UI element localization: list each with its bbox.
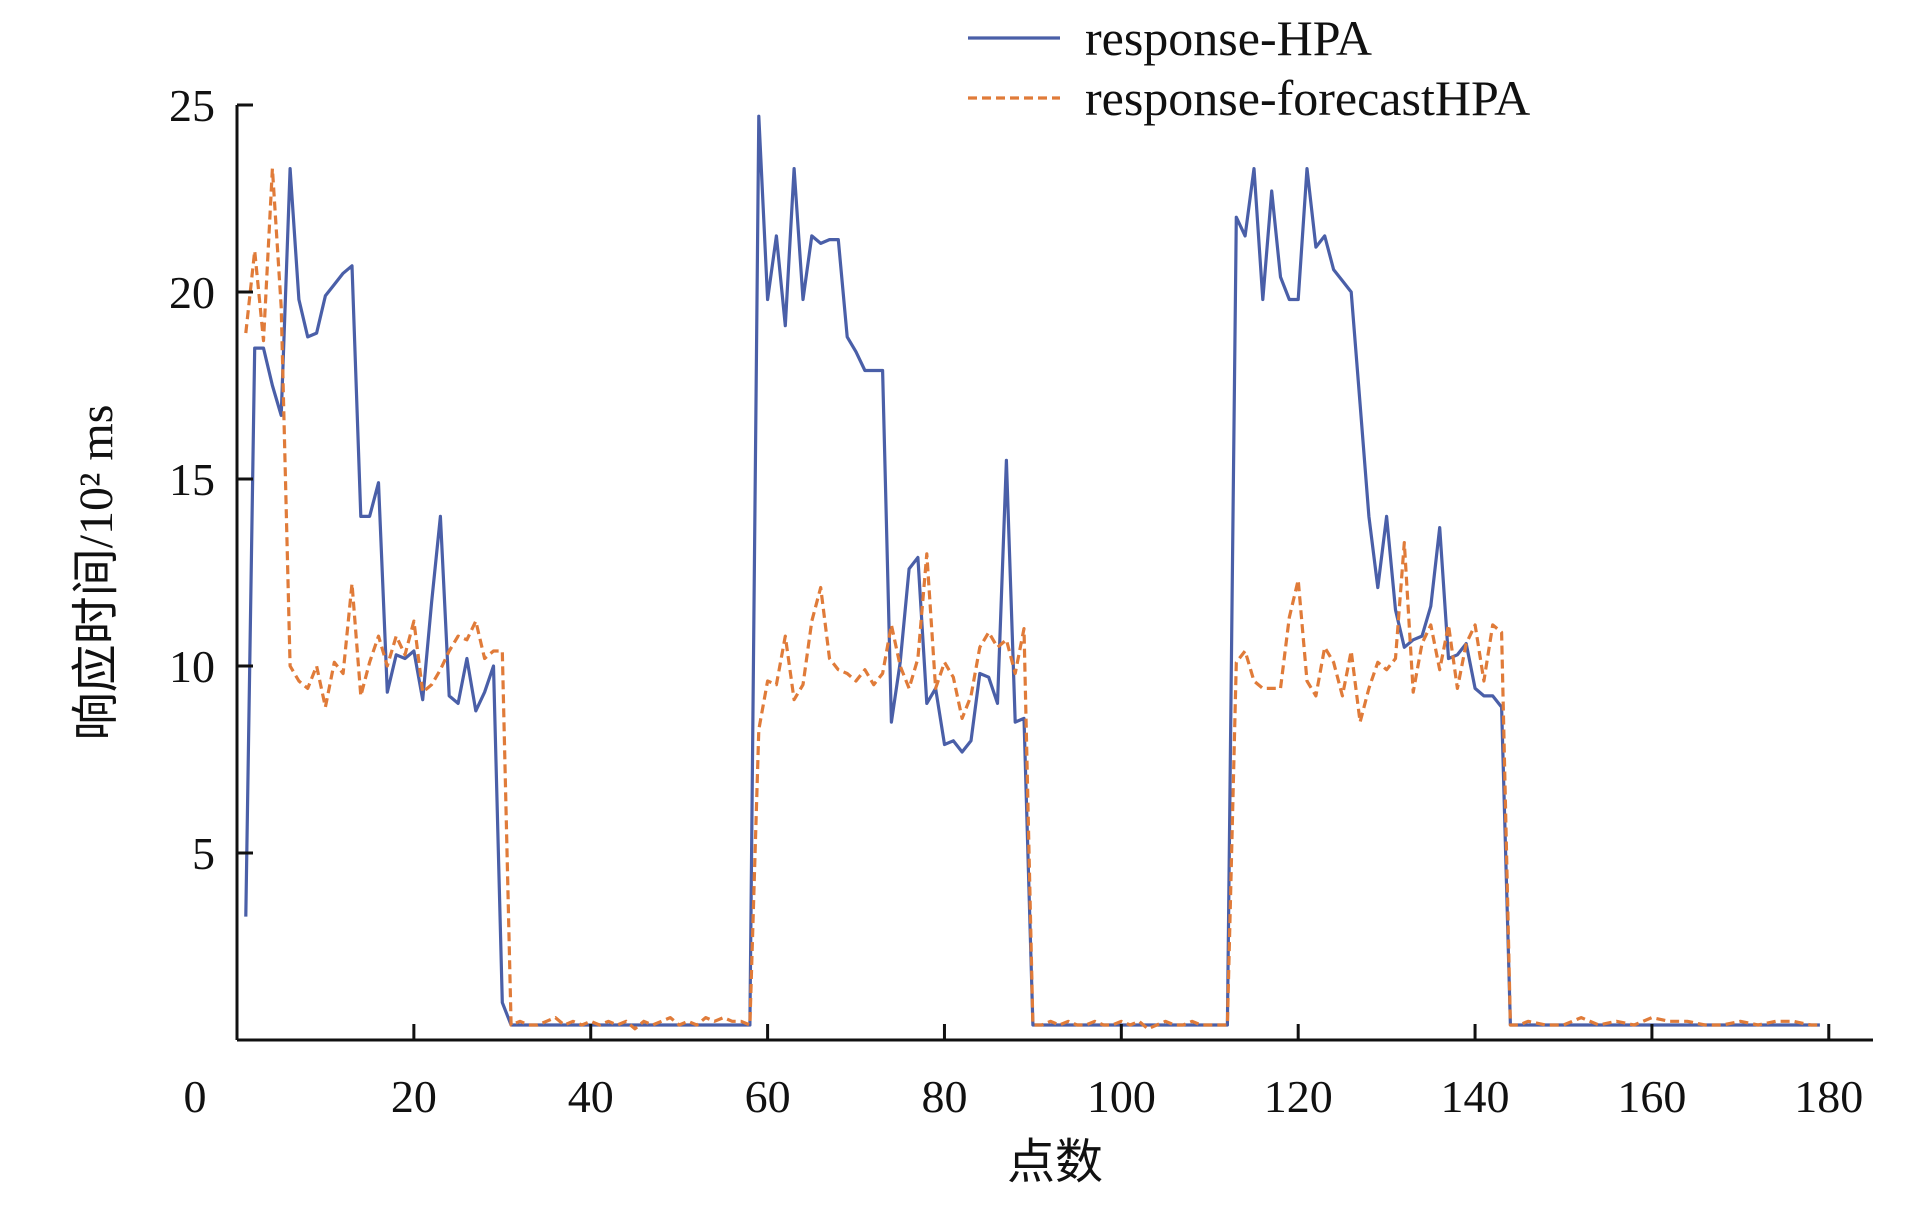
legend-label-response-hpa: response-HPA bbox=[1085, 10, 1372, 66]
legend: response-HPA response-forecastHPA bbox=[968, 10, 1530, 126]
legend-label-response-forecasthpa: response-forecastHPA bbox=[1085, 70, 1530, 126]
x-tick-label: 100 bbox=[1087, 1071, 1156, 1122]
y-tick-label: 25 bbox=[169, 80, 215, 131]
x-tick-label: 120 bbox=[1264, 1071, 1333, 1122]
x-tick-label: 180 bbox=[1794, 1071, 1863, 1122]
y-ticks: 5 10 15 20 25 bbox=[169, 80, 253, 879]
axes bbox=[235, 105, 1873, 1042]
y-tick-label: 15 bbox=[169, 454, 215, 505]
x-tick-label: 40 bbox=[568, 1071, 614, 1122]
x-axis-title: 点数 bbox=[1007, 1136, 1103, 1189]
x-tick-label: 20 bbox=[391, 1071, 437, 1122]
x-tick-label: 60 bbox=[745, 1071, 791, 1122]
y-axis-title: 响应时间/10² ms bbox=[70, 405, 123, 741]
y-tick-label: 20 bbox=[169, 267, 215, 318]
plot-lines bbox=[244, 114, 1820, 1031]
x-tick-label: 140 bbox=[1441, 1071, 1510, 1122]
x-tick-label: 0 bbox=[184, 1071, 207, 1122]
y-tick-label: 10 bbox=[169, 641, 215, 692]
series-line-response-hpa bbox=[244, 114, 1820, 1027]
x-tick-label: 80 bbox=[921, 1071, 967, 1122]
x-ticks: 0 20 40 60 80 100 120 140 160 180 bbox=[184, 1024, 1863, 1122]
y-tick-label: 5 bbox=[192, 828, 215, 879]
x-tick-label: 160 bbox=[1617, 1071, 1686, 1122]
series-line-response-forecasthpa bbox=[244, 167, 1820, 1031]
